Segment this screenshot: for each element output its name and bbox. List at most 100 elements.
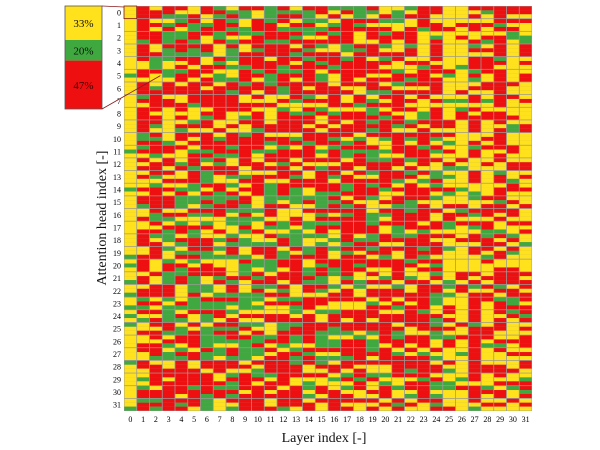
heatmap-cell-stripe	[277, 107, 290, 112]
heatmap-cell-stripe	[443, 149, 456, 154]
heatmap-cell-stripe	[264, 196, 277, 201]
heatmap-cell-stripe	[443, 128, 456, 133]
heatmap-cell-stripe	[226, 94, 239, 99]
heatmap-cell-stripe	[353, 356, 366, 361]
heatmap-cell-stripe	[137, 132, 150, 137]
heatmap-cell-stripe	[506, 82, 519, 87]
heatmap-cell-stripe	[392, 310, 405, 315]
legend-inset: 33%20%47%	[64, 5, 161, 110]
heatmap-cell-stripe	[328, 393, 341, 398]
heatmap-cell-stripe	[264, 120, 277, 125]
heatmap-cell-stripe	[264, 348, 277, 353]
heatmap-cell-stripe	[277, 348, 290, 353]
heatmap-cell-stripe	[226, 301, 239, 306]
heatmap-cell-stripe	[494, 73, 507, 78]
heatmap-cell-stripe	[430, 178, 443, 183]
heatmap-cell-stripe	[353, 132, 366, 137]
heatmap-cell-stripe	[353, 373, 366, 378]
heatmap-cell-stripe	[302, 208, 315, 213]
heatmap-cell-stripe	[328, 35, 341, 40]
heatmap-cell-stripe	[239, 406, 252, 411]
heatmap-cell-stripe	[468, 356, 481, 361]
heatmap-cell-stripe	[443, 406, 456, 411]
heatmap-cell-stripe	[149, 6, 162, 11]
heatmap-cell-stripe	[341, 406, 354, 411]
heatmap-cell-stripe	[290, 352, 303, 357]
heatmap-cell-stripe	[226, 250, 239, 255]
heatmap-cell-stripe	[519, 196, 532, 201]
heatmap-cell-stripe	[366, 339, 379, 344]
heatmap-cell-stripe	[200, 318, 213, 323]
heatmap-cell-stripe	[124, 44, 137, 49]
heatmap-cell-stripe	[430, 259, 443, 264]
heatmap-cell-stripe	[341, 398, 354, 403]
heatmap-cell-stripe	[481, 200, 494, 205]
heatmap-cell-stripe	[341, 183, 354, 188]
y-tick-label: 1	[117, 21, 121, 30]
heatmap-cell-stripe	[175, 381, 188, 386]
heatmap-cell-stripe	[277, 263, 290, 268]
heatmap-cell-stripe	[264, 225, 277, 230]
heatmap-cell-stripe	[392, 128, 405, 133]
heatmap-cell-stripe	[188, 174, 201, 179]
heatmap-cell-stripe	[277, 73, 290, 78]
heatmap-cell-stripe	[124, 322, 137, 327]
heatmap-cell-stripe	[341, 390, 354, 395]
heatmap-cell-stripe	[200, 145, 213, 150]
heatmap-cell-stripe	[188, 26, 201, 31]
heatmap-cell-stripe	[519, 98, 532, 103]
heatmap-cell-stripe	[392, 82, 405, 87]
heatmap-cell-stripe	[392, 368, 405, 373]
heatmap-cell-stripe	[366, 174, 379, 179]
heatmap-cell-stripe	[188, 60, 201, 65]
heatmap-cell-stripe	[392, 19, 405, 24]
heatmap-cell-stripe	[455, 276, 468, 281]
heatmap-cell-stripe	[277, 343, 290, 348]
heatmap-cell-stripe	[277, 44, 290, 49]
heatmap-cell-stripe	[315, 343, 328, 348]
heatmap-cell-stripe	[404, 35, 417, 40]
heatmap-cell-stripe	[188, 208, 201, 213]
heatmap-cell-stripe	[443, 94, 456, 99]
heatmap-cell-stripe	[137, 39, 150, 44]
heatmap-cell-stripe	[251, 19, 264, 24]
heatmap-cell-stripe	[315, 136, 328, 141]
heatmap-cell-stripe	[481, 48, 494, 53]
heatmap-cell-stripe	[404, 267, 417, 272]
heatmap-cell-stripe	[366, 280, 379, 285]
heatmap-cell-stripe	[494, 196, 507, 201]
heatmap-cell-stripe	[455, 48, 468, 53]
heatmap-cell-stripe	[430, 200, 443, 205]
heatmap-cell-stripe	[188, 39, 201, 44]
heatmap-cell-stripe	[290, 52, 303, 57]
heatmap-cell-stripe	[251, 335, 264, 340]
heatmap-cell-stripe	[506, 326, 519, 331]
heatmap-cell-stripe	[290, 297, 303, 302]
heatmap-cell-stripe	[366, 402, 379, 407]
heatmap-cell-stripe	[226, 170, 239, 175]
heatmap-cell-stripe	[149, 102, 162, 107]
heatmap-cell-stripe	[277, 60, 290, 65]
heatmap-cell-stripe	[455, 393, 468, 398]
heatmap-cell-stripe	[213, 57, 226, 62]
heatmap-cell-stripe	[430, 305, 443, 310]
heatmap-cell-stripe	[277, 238, 290, 243]
heatmap-cell-stripe	[200, 124, 213, 129]
heatmap-cell-stripe	[455, 149, 468, 154]
heatmap-cell-stripe	[290, 19, 303, 24]
heatmap-cell-stripe	[366, 166, 379, 171]
heatmap-cell-stripe	[302, 60, 315, 65]
heatmap-cell-stripe	[417, 174, 430, 179]
heatmap-cell-stripe	[264, 301, 277, 306]
heatmap-cell-stripe	[251, 386, 264, 391]
heatmap-cell-stripe	[239, 196, 252, 201]
heatmap-cell-stripe	[353, 377, 366, 382]
heatmap-cell-stripe	[468, 263, 481, 268]
heatmap-cell-stripe	[494, 98, 507, 103]
heatmap-cell-stripe	[481, 398, 494, 403]
heatmap-cell-stripe	[200, 216, 213, 221]
heatmap-cell-stripe	[264, 124, 277, 129]
heatmap-cell-stripe	[481, 86, 494, 91]
heatmap-cell-stripe	[417, 225, 430, 230]
heatmap-cell-stripe	[188, 191, 201, 196]
